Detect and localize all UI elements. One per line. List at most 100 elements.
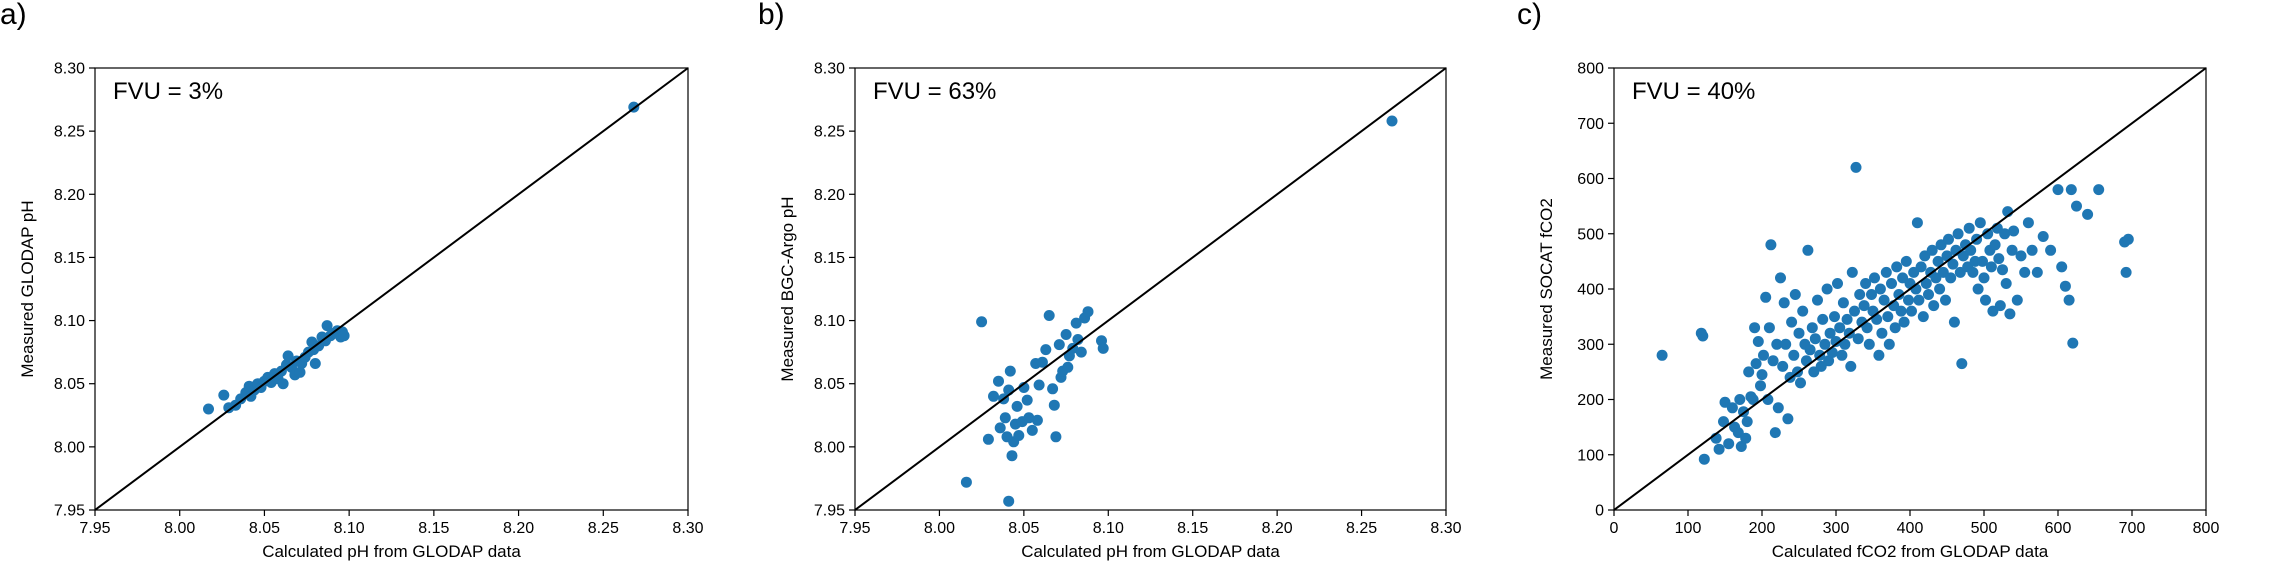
- scatter-panel-1: 7.95 8.00 8.05 8.10 8.15 8.20 8.25 8.30 7.95 8.00…: [0, 0, 704, 561]
- data-point: [1756, 369, 1768, 381]
- data-point: [2071, 200, 2082, 212]
- y-axis-label: Measured SOCAT fCO2: [1537, 198, 1556, 380]
- data-point: [1945, 272, 1957, 284]
- data-point: [1893, 289, 1905, 300]
- data-point: [1723, 438, 1735, 450]
- data-point: [282, 350, 294, 362]
- data-point: [1850, 161, 1862, 173]
- data-point: [1043, 310, 1055, 321]
- data-point: [1004, 365, 1016, 377]
- data-point: [1780, 338, 1792, 350]
- data-point: [1817, 313, 1829, 325]
- data-point: [2065, 184, 2077, 196]
- data-point: [1797, 305, 1809, 317]
- data-point: [2015, 250, 2027, 262]
- data-point: [2006, 244, 2018, 256]
- data-point: [2022, 217, 2034, 229]
- x-tick-label: 8.05: [249, 520, 280, 537]
- data-point: [294, 366, 306, 378]
- data-point: [1967, 266, 1979, 278]
- data-point: [1956, 358, 1968, 370]
- data-point: [1915, 261, 1927, 273]
- data-point: [1819, 338, 1831, 350]
- data-point: [1011, 400, 1023, 412]
- y-tick-label: 8.10: [814, 313, 845, 330]
- data-point: [1863, 338, 1875, 350]
- data-point: [2037, 231, 2049, 242]
- data-point: [1948, 316, 1960, 328]
- data-point: [960, 476, 972, 488]
- data-point: [2045, 244, 2057, 256]
- data-point: [1767, 355, 1779, 367]
- data-point: [1895, 305, 1907, 317]
- x-tick-label: 8.20: [1262, 520, 1293, 537]
- data-point: [1824, 327, 1836, 339]
- data-point: [1980, 294, 1991, 306]
- data-point: [1891, 261, 1903, 273]
- data-point: [1928, 300, 1940, 312]
- x-tick-label: 8.25: [1346, 520, 1377, 537]
- data-point: [1977, 255, 1988, 267]
- data-point: [1031, 414, 1043, 426]
- data-point: [1760, 291, 1772, 303]
- data-point: [1876, 327, 1888, 339]
- data-point: [993, 375, 1004, 387]
- y-tick-label: 8.15: [54, 250, 85, 267]
- data-point: [1898, 316, 1910, 328]
- data-point: [1940, 294, 1951, 306]
- data-point: [1846, 266, 1858, 278]
- data-point: [1841, 313, 1853, 325]
- data-point: [1023, 412, 1035, 424]
- data-point: [1972, 283, 1984, 295]
- data-point: [1036, 356, 1048, 368]
- data-point: [1747, 394, 1759, 405]
- data-point: [1994, 300, 2006, 312]
- x-tick-label: 8.00: [164, 520, 195, 537]
- data-point: [1765, 239, 1777, 251]
- data-point: [1839, 338, 1851, 350]
- y-tick-label: 600: [1577, 171, 1604, 188]
- data-point: [1786, 316, 1798, 328]
- data-point: [1974, 217, 1986, 229]
- y-tick-label: 800: [1577, 61, 1604, 78]
- data-point: [277, 378, 289, 390]
- data-point: [1734, 394, 1746, 405]
- y-tick-label: 8.05: [814, 376, 845, 393]
- data-point: [1854, 289, 1866, 300]
- y-tick-label: 8.20: [54, 187, 85, 204]
- data-point: [1830, 336, 1842, 347]
- data-point: [988, 390, 999, 402]
- x-tick-label: 8.20: [503, 520, 534, 537]
- scatter-panel-2: 7.95 8.00 8.05 8.10 8.15 8.20 8.25 8.30 7.95 8.00…: [758, 0, 1462, 561]
- axes-frame: [854, 67, 1447, 511]
- scatter-panel-3: 0 100 200 300 400 500 600 700 800 0 100 200 300 400 50…: [1517, 0, 2219, 561]
- data-point: [1386, 115, 1398, 127]
- data-point: [2031, 266, 2043, 278]
- data-point: [1834, 322, 1846, 334]
- y-tick-label: 8.15: [814, 250, 845, 267]
- y-tick-label: 8.05: [54, 376, 85, 393]
- x-tick-label: 8.30: [672, 520, 703, 537]
- y-tick-label: 500: [1577, 226, 1604, 243]
- data-point: [2000, 278, 2012, 289]
- data-point: [2122, 233, 2134, 245]
- data-point: [1795, 377, 1806, 389]
- y-tick-label: 7.95: [814, 503, 845, 520]
- y-tick-label: 8.30: [54, 61, 85, 78]
- x-tick-label: 7.95: [839, 520, 870, 537]
- y-tick-label: 8.00: [814, 439, 845, 456]
- x-tick-label: 200: [1749, 520, 1776, 537]
- x-tick-label: 7.95: [79, 520, 110, 537]
- y-tick-label: 200: [1577, 392, 1604, 409]
- data-point: [1947, 258, 1959, 270]
- data-point: [2120, 266, 2132, 278]
- y-tick-label: 700: [1577, 116, 1604, 133]
- data-point: [1943, 233, 1954, 245]
- data-point: [2008, 225, 2020, 237]
- data-point: [2082, 208, 2094, 220]
- identity-line: [94, 67, 689, 511]
- x-tick-label: 8.00: [924, 520, 955, 537]
- x-axis-label: Calculated pH from GLODAP data: [262, 542, 521, 561]
- data-point: [1741, 416, 1753, 428]
- panel-label: c): [1517, 0, 1542, 31]
